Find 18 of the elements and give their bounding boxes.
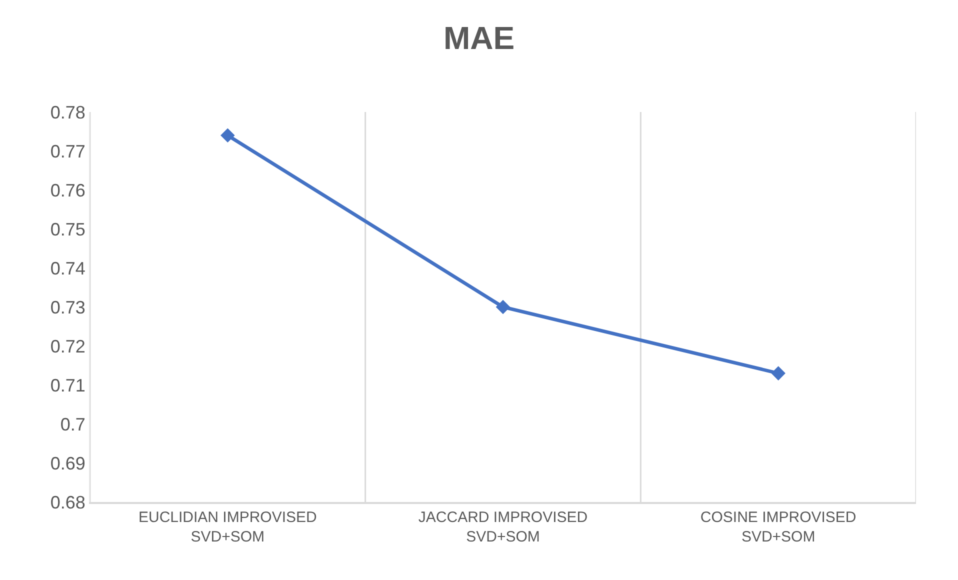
point — [496, 300, 510, 314]
y-tick-label: 0.7 — [60, 414, 86, 434]
y-tick-label: 0.71 — [50, 375, 86, 396]
point — [771, 366, 786, 380]
y-tick-label: 0.69 — [50, 453, 86, 474]
chart-title: MAE — [443, 20, 515, 56]
x-tick-label: EUCLIDIAN IMPROVISED SVD+SOM — [138, 508, 318, 546]
y-tick-label: 0.74 — [50, 258, 86, 278]
y-tick-label: 0.76 — [50, 180, 86, 200]
y-tick-label: 0.78 — [50, 102, 86, 122]
x-tick-label: JACCARD IMPROVISED SVD+SOM — [418, 508, 588, 546]
y-tick-label: 0.75 — [50, 219, 86, 240]
y-tick-label: 0.73 — [50, 297, 86, 318]
y-tick-label: 0.68 — [50, 492, 86, 512]
y-tick-label: 0.72 — [50, 336, 86, 356]
x-tick-label: COSINE IMPROVISED SVD+SOM — [700, 508, 856, 546]
y-tick-label: 0.77 — [50, 141, 86, 162]
point — [220, 128, 235, 143]
